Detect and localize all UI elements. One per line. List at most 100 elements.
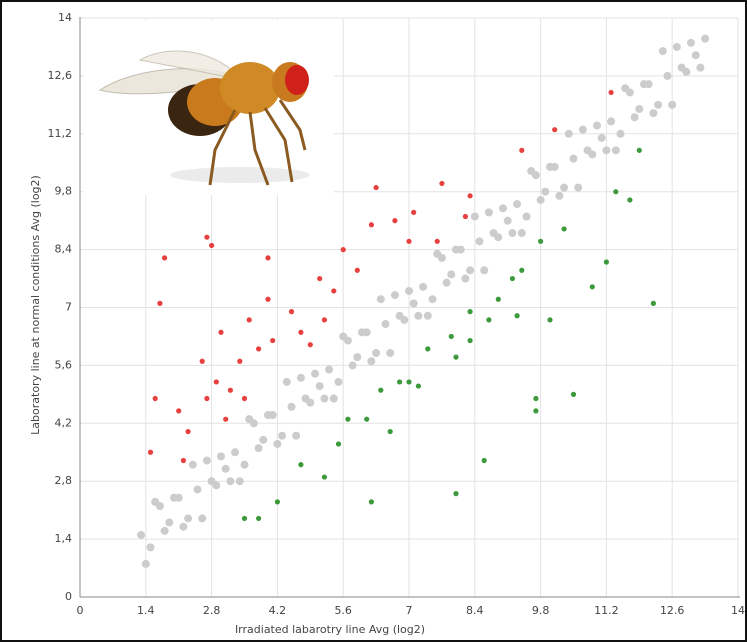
point — [522, 212, 531, 221]
point — [367, 357, 376, 366]
point — [259, 435, 268, 444]
point — [481, 457, 487, 464]
point — [519, 267, 525, 273]
point — [311, 369, 319, 378]
point — [508, 229, 517, 238]
point — [209, 242, 215, 249]
point — [570, 391, 577, 397]
point — [589, 284, 595, 290]
y-tick-label: 4,2 — [55, 416, 73, 429]
point — [368, 499, 374, 505]
point — [392, 218, 398, 224]
y-tick-label: 14 — [58, 11, 72, 24]
point — [340, 247, 346, 253]
point — [199, 358, 205, 364]
point — [256, 346, 262, 352]
point — [288, 309, 295, 315]
point — [462, 213, 468, 220]
point — [185, 428, 191, 435]
point — [547, 317, 553, 323]
point — [564, 129, 573, 138]
point — [489, 229, 498, 238]
point — [475, 237, 484, 246]
point — [608, 89, 614, 96]
point — [654, 100, 663, 109]
point — [345, 416, 351, 422]
point — [561, 226, 567, 232]
point — [348, 361, 357, 370]
point — [480, 266, 489, 275]
point — [204, 395, 210, 402]
x-tick-label: 11.2 — [594, 604, 619, 617]
y-tick-label: 1,4 — [55, 532, 73, 545]
y-tick-label: 5,6 — [55, 358, 73, 371]
point — [533, 395, 539, 402]
x-tick-label: 2.8 — [203, 604, 221, 617]
point — [226, 477, 235, 486]
point — [264, 411, 272, 420]
point — [372, 348, 381, 357]
point — [270, 337, 276, 344]
point — [241, 515, 248, 522]
point — [467, 193, 473, 199]
point — [218, 329, 224, 335]
x-tick-label: 9.8 — [532, 604, 550, 617]
x-tick-label: 0 — [77, 604, 84, 617]
point — [569, 154, 578, 163]
point — [650, 300, 657, 306]
point — [578, 125, 587, 134]
point — [373, 184, 379, 191]
point — [358, 328, 366, 337]
point — [513, 200, 522, 209]
point — [519, 147, 525, 153]
point — [353, 353, 362, 362]
point — [486, 317, 492, 323]
point — [411, 209, 417, 215]
point — [677, 63, 686, 72]
point — [157, 300, 163, 306]
point — [658, 47, 667, 56]
point — [170, 493, 178, 502]
point — [552, 127, 558, 133]
point — [307, 342, 313, 348]
point — [597, 133, 606, 142]
point — [204, 234, 210, 240]
x-tick-label: 1.4 — [137, 604, 155, 617]
point — [593, 121, 601, 130]
point — [696, 63, 705, 72]
point — [509, 275, 515, 282]
point — [405, 286, 413, 295]
point — [668, 100, 677, 109]
point — [546, 162, 554, 171]
x-tick-label: 5.6 — [334, 604, 352, 617]
point — [627, 197, 633, 203]
point — [329, 394, 338, 403]
point — [386, 348, 395, 357]
point — [466, 266, 475, 275]
point — [160, 526, 169, 535]
point — [198, 514, 207, 523]
point — [152, 395, 158, 402]
point — [364, 416, 370, 422]
point — [415, 383, 421, 389]
x-tick-label: 12.6 — [660, 604, 685, 617]
point — [207, 477, 216, 486]
point — [265, 255, 271, 261]
point — [602, 146, 611, 155]
y-tick-label: 8,4 — [55, 243, 73, 256]
point — [635, 104, 644, 113]
point — [636, 147, 642, 153]
point — [461, 274, 470, 283]
point — [517, 229, 526, 238]
point — [179, 522, 188, 531]
x-axis-label: Irradiated labarotry line Avg (log2) — [235, 623, 425, 636]
point — [368, 222, 374, 228]
point — [555, 191, 564, 200]
point — [541, 187, 550, 196]
point — [298, 329, 304, 335]
x-tick-label: 7 — [406, 604, 413, 617]
point — [433, 249, 442, 258]
point — [245, 415, 254, 424]
point — [331, 288, 337, 294]
